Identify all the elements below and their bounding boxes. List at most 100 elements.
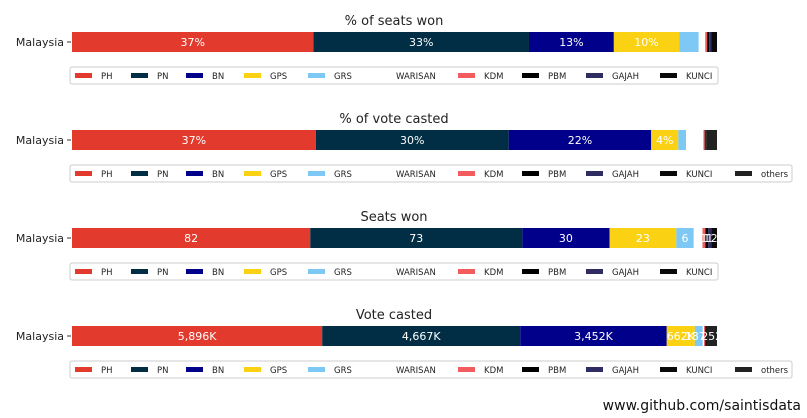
chart-2-legend-swatch-grs: [308, 171, 325, 176]
chart-1-legend-label-ph: PH: [101, 72, 113, 82]
chart-1-legend-swatch-kdm: [458, 73, 475, 78]
chart-4-legend-label-gps: GPS: [270, 366, 287, 376]
chart-3-bar-bn: [522, 228, 610, 248]
chart-3-legend-label-ph: PH: [101, 268, 113, 278]
chart-3-title: Seats won: [360, 210, 427, 225]
chart-4-legend-label-gajah: GAJAH: [612, 366, 639, 376]
chart-1-legend-swatch-kunci: [660, 73, 677, 78]
chart-4-bar-gajah: [705, 326, 707, 346]
chart-4-legend-swatch-bn: [186, 367, 203, 372]
chart-1-legend-label-gps: GPS: [270, 72, 287, 82]
chart-2-bar-bn: [508, 130, 652, 150]
chart-1-legend-swatch-warisan: [362, 73, 379, 78]
chart-1-legend-box: [69, 66, 719, 85]
chart-4-legend-swatch-kdm: [458, 367, 475, 372]
chart-4-bar-kdm: [704, 326, 706, 346]
chart-3-legend-swatch-pbm: [522, 269, 539, 274]
chart-4-legend-swatch-gps: [244, 367, 261, 372]
chart-4-bar-pn: [322, 326, 521, 346]
chart-3-bar-label-grs: 6: [682, 232, 689, 245]
chart-3-bar-grs: [676, 228, 694, 248]
chart-3-bar-kdm: [702, 228, 706, 248]
chart-3-legend-swatch-kdm: [458, 269, 475, 274]
chart-2-legend-label-pbm: PBM: [548, 170, 566, 180]
chart-3-legend-swatch-warisan: [362, 269, 379, 274]
chart-2-bar-label-pn: 30%: [400, 134, 424, 147]
chart-3-legend-label-gajah: GAJAH: [612, 268, 639, 278]
chart-2-legend-label-kunci: KUNCI: [686, 170, 712, 180]
chart-4-legend-label-ph: PH: [101, 366, 113, 376]
chart-2-bar-others: [706, 130, 717, 150]
chart-3-legend-swatch-ph: [75, 269, 92, 274]
chart-4-category-label: Malaysia: [16, 330, 64, 343]
chart-1-legend-swatch-gps: [244, 73, 261, 78]
chart-4-bar-gps: [666, 326, 695, 346]
chart-2-legend-label-kdm: KDM: [484, 170, 503, 180]
chart-1-legend-label-pn: PN: [157, 72, 168, 82]
chart-3-bar-label-kunci: 2: [711, 232, 718, 245]
chart-4-legend-label-grs: GRS: [334, 366, 352, 376]
chart-1-category-label: Malaysia: [16, 36, 64, 49]
chart-3-bar-label-bn: 30: [559, 232, 573, 245]
chart-4-bar-label-bn: 3,452K: [574, 330, 613, 343]
chart-2-legend-swatch-gps: [244, 171, 261, 176]
chart-1-legend-swatch-gajah: [586, 73, 603, 78]
chart-3-legend-swatch-pn: [131, 269, 148, 274]
chart-1-legend-swatch-pn: [131, 73, 148, 78]
chart-4-bar-kunci: [705, 326, 707, 346]
chart-3-bar-label-ph: 82: [184, 232, 198, 245]
chart-4-legend-label-bn: BN: [212, 366, 224, 376]
chart-1-bar-warisan: [698, 32, 706, 52]
chart-2-legend-swatch-others: [735, 171, 752, 176]
chart-2-bar-label-gps: 4%: [656, 134, 673, 147]
chart-4-bar-bn: [520, 326, 667, 346]
chart-4-bar-label-pn: 4,667K: [402, 330, 441, 343]
chart-1-legend-swatch-bn: [186, 73, 203, 78]
chart-4-legend-swatch-pbm: [522, 367, 539, 372]
chart-4-legend-label-pn: PN: [157, 366, 168, 376]
chart-3-bar-warisan: [693, 228, 703, 248]
chart-4-legend-label-kdm: KDM: [484, 366, 503, 376]
chart-4-legend-swatch-warisan: [362, 367, 379, 372]
chart-4-legend-label-pbm: PBM: [548, 366, 566, 376]
chart-3-bar-label-pn: 73: [409, 232, 423, 245]
chart-2-bar-pn: [315, 130, 509, 150]
chart-4-legend-swatch-gajah: [586, 367, 603, 372]
chart-2-legend-label-others: others: [761, 170, 789, 180]
chart-2-legend-label-grs: GRS: [334, 170, 352, 180]
chart-2-legend-label-gajah: GAJAH: [612, 170, 639, 180]
chart-3-bar-label-gps: 23: [636, 232, 650, 245]
chart-1-legend-label-bn: BN: [212, 72, 224, 82]
chart-1-legend-label-warisan: WARISAN: [396, 72, 436, 82]
chart-2-legend-swatch-gajah: [586, 171, 603, 176]
chart-1-bar-kdm: [705, 32, 708, 52]
chart-4-legend-swatch-pn: [131, 367, 148, 372]
chart-4-bar-ph: [72, 326, 323, 346]
chart-2-legend-label-gps: GPS: [270, 170, 287, 180]
chart-2-bar-label-ph: 37%: [182, 134, 206, 147]
chart-3-bar-kunci: [711, 228, 717, 248]
chart-1-bar-label-pn: 33%: [409, 36, 433, 49]
chart-2-legend-swatch-kunci: [660, 171, 677, 176]
chart-3-bar-gps: [609, 228, 677, 248]
chart-2-bar-pbm: [704, 130, 706, 150]
chart-1-bar-gajah: [709, 32, 712, 52]
chart-3-legend-label-warisan: WARISAN: [396, 268, 436, 278]
chart-2-legend-swatch-ph: [75, 171, 92, 176]
chart-1-legend-swatch-ph: [75, 73, 92, 78]
chart-3-legend-label-pn: PN: [157, 268, 168, 278]
chart-2-bar-kdm: [703, 130, 705, 150]
chart-2-bar-gps: [651, 130, 679, 150]
chart-3-bar-gajah: [708, 228, 712, 248]
chart-2-legend-label-pn: PN: [157, 170, 168, 180]
chart-2-title: % of vote casted: [339, 112, 448, 127]
chart-4-legend-box: [69, 360, 793, 379]
chart-3-legend-label-pbm: PBM: [548, 268, 566, 278]
chart-1-bar-grs: [679, 32, 699, 52]
chart-3-legend-swatch-grs: [308, 269, 325, 274]
chart-4-bar-pbm: [705, 326, 706, 346]
chart-3-legend-swatch-kunci: [660, 269, 677, 274]
chart-3-legend-label-gps: GPS: [270, 268, 287, 278]
credit-text: www.github.com/saintisdata: [602, 398, 801, 414]
chart-3-legend-swatch-bn: [186, 269, 203, 274]
